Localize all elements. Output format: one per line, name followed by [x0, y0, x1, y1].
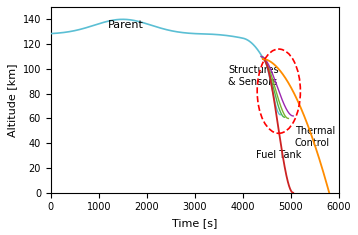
Text: Fuel Tank: Fuel Tank: [256, 150, 301, 160]
Y-axis label: Altitude [km]: Altitude [km]: [7, 63, 17, 137]
Text: Parent: Parent: [108, 20, 144, 30]
Text: Thermal
Control: Thermal Control: [295, 126, 335, 148]
X-axis label: Time [s]: Time [s]: [172, 218, 217, 228]
Text: Structures
& Sensors: Structures & Sensors: [228, 65, 279, 87]
